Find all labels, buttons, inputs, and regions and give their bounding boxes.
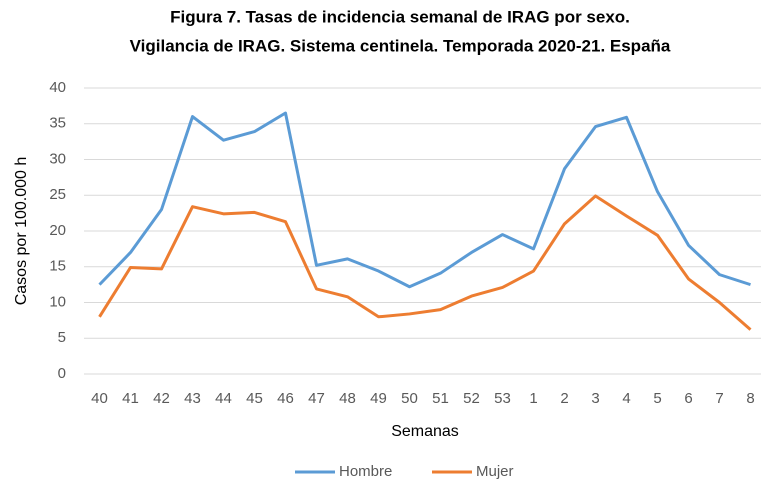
series-line [98, 194, 752, 331]
y-tick-label: 35 [49, 115, 66, 132]
y-tick-label: 20 [49, 222, 66, 239]
y-axis-label: Casos por 100.000 h [13, 157, 30, 306]
x-tick-label: 48 [339, 390, 356, 407]
x-tick-label: 8 [746, 390, 754, 407]
x-tick-label: 44 [215, 390, 232, 407]
x-tick-label: 1 [529, 390, 537, 407]
y-tick-label: 0 [58, 365, 66, 382]
x-axis-label: Semanas [391, 423, 459, 440]
y-tick-label: 25 [49, 186, 66, 203]
y-tick-label: 15 [49, 258, 66, 275]
x-tick-label: 2 [560, 390, 568, 407]
x-tick-label: 51 [432, 390, 449, 407]
legend-label: Hombre [339, 463, 392, 480]
x-tick-label: 5 [653, 390, 661, 407]
y-tick-label: 10 [49, 293, 66, 310]
x-tick-label: 43 [184, 390, 201, 407]
x-tick-label: 6 [684, 390, 692, 407]
y-tick-label: 5 [58, 329, 66, 346]
x-tick-label: 7 [715, 390, 723, 407]
x-tick-label: 49 [370, 390, 387, 407]
x-tick-label: 50 [401, 390, 418, 407]
x-tick-label: 42 [153, 390, 170, 407]
x-tick-label: 52 [463, 390, 480, 407]
y-tick-label: 30 [49, 150, 66, 167]
x-tick-label: 45 [246, 390, 263, 407]
x-tick-label: 47 [308, 390, 325, 407]
series-line [98, 111, 751, 289]
x-tick-label: 46 [277, 390, 294, 407]
x-tick-label: 4 [622, 390, 630, 407]
x-tick-label: 40 [91, 390, 108, 407]
y-tick-label: 40 [49, 79, 66, 96]
chart-title: Figura 7. Tasas de incidencia semanal de… [170, 7, 630, 26]
x-tick-label: 41 [122, 390, 139, 407]
x-tick-label: 53 [494, 390, 511, 407]
chart-title: Vigilancia de IRAG. Sistema centinela. T… [130, 36, 671, 55]
legend-label: Mujer [476, 463, 514, 480]
x-tick-label: 3 [591, 390, 599, 407]
